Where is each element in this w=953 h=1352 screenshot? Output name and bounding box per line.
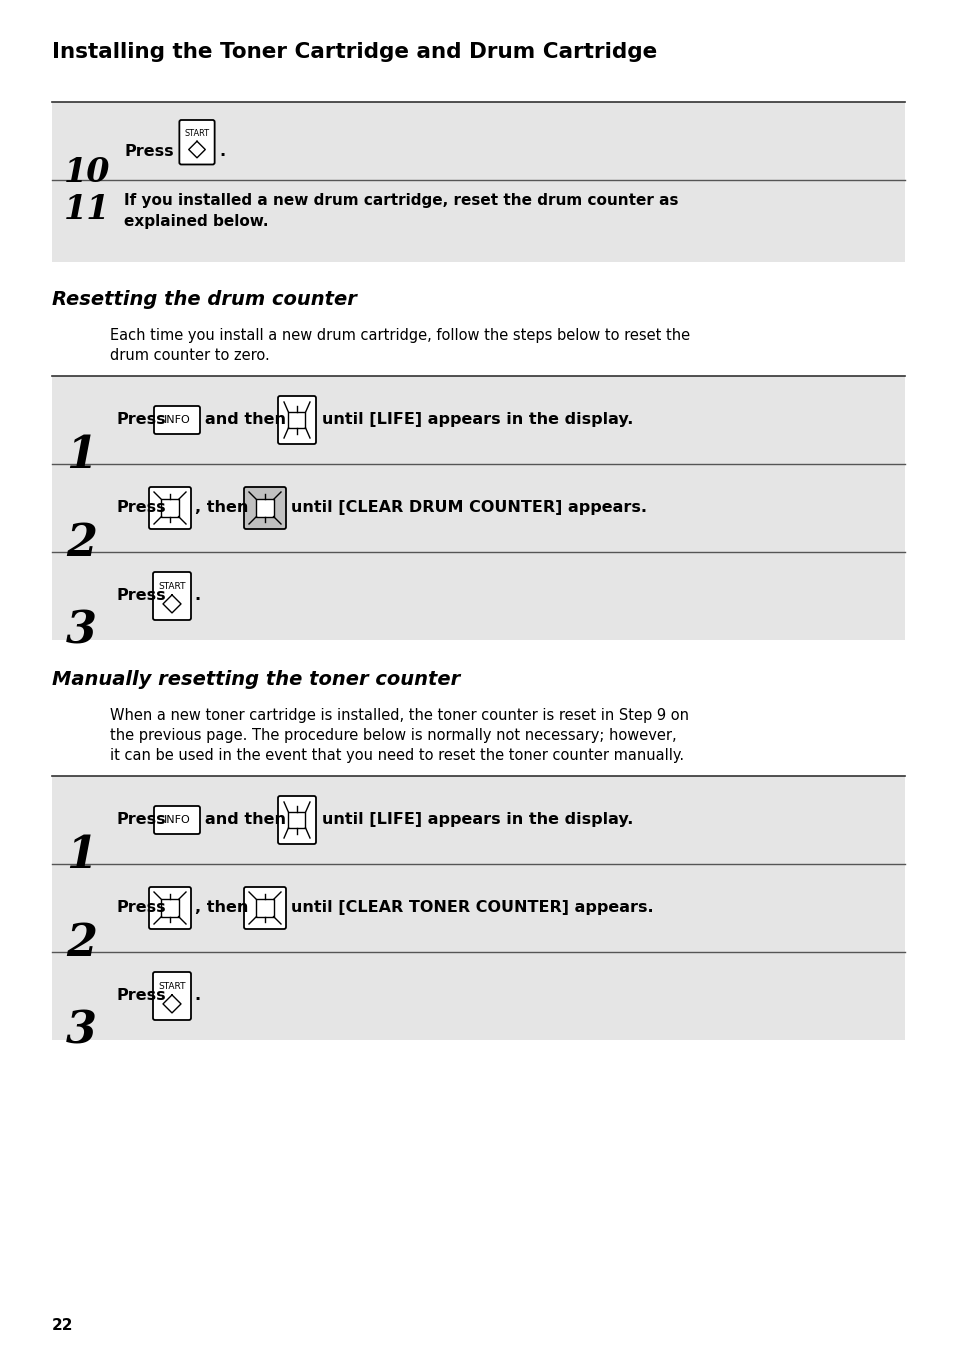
Text: INFO: INFO <box>164 815 191 825</box>
Bar <box>161 499 178 516</box>
Text: and then: and then <box>205 813 286 827</box>
Bar <box>52 101 904 262</box>
Bar <box>256 899 274 917</box>
Bar <box>288 412 305 427</box>
Text: explained below.: explained below. <box>124 214 268 228</box>
FancyBboxPatch shape <box>152 572 191 621</box>
Text: until [CLEAR DRUM COUNTER] appears.: until [CLEAR DRUM COUNTER] appears. <box>291 500 646 515</box>
Text: If you installed a new drum cartridge, reset the drum counter as: If you installed a new drum cartridge, r… <box>124 193 678 208</box>
Text: , then: , then <box>194 900 248 915</box>
FancyBboxPatch shape <box>149 487 191 529</box>
FancyBboxPatch shape <box>277 796 315 844</box>
Bar <box>52 776 904 1040</box>
Text: drum counter to zero.: drum counter to zero. <box>110 347 270 362</box>
Text: until [LIFE] appears in the display.: until [LIFE] appears in the display. <box>322 412 633 427</box>
Text: until [LIFE] appears in the display.: until [LIFE] appears in the display. <box>322 813 633 827</box>
Bar <box>161 899 178 917</box>
FancyBboxPatch shape <box>277 396 315 443</box>
Text: Press: Press <box>117 988 167 1003</box>
Text: .: . <box>219 145 225 160</box>
FancyBboxPatch shape <box>149 887 191 929</box>
Text: , then: , then <box>194 500 248 515</box>
Text: 1: 1 <box>66 434 97 477</box>
Text: 3: 3 <box>66 1010 97 1053</box>
FancyBboxPatch shape <box>153 406 200 434</box>
Text: 11: 11 <box>64 193 111 226</box>
Text: Press: Press <box>124 145 173 160</box>
FancyBboxPatch shape <box>152 972 191 1019</box>
Text: Each time you install a new drum cartridge, follow the steps below to reset the: Each time you install a new drum cartrid… <box>110 329 689 343</box>
Text: Press: Press <box>117 500 167 515</box>
Text: When a new toner cartridge is installed, the toner counter is reset in Step 9 on: When a new toner cartridge is installed,… <box>110 708 688 723</box>
Text: .: . <box>193 988 200 1003</box>
Text: START: START <box>158 982 186 991</box>
Text: Installing the Toner Cartridge and Drum Cartridge: Installing the Toner Cartridge and Drum … <box>52 42 657 62</box>
Text: Press: Press <box>117 412 167 427</box>
Text: INFO: INFO <box>164 415 191 425</box>
FancyBboxPatch shape <box>179 120 214 165</box>
Text: 22: 22 <box>52 1318 73 1333</box>
Text: START: START <box>158 581 186 591</box>
Text: 10: 10 <box>64 155 111 189</box>
Text: 2: 2 <box>66 522 97 565</box>
Text: Press: Press <box>117 900 167 915</box>
Bar <box>52 376 904 639</box>
Text: and then: and then <box>205 412 286 427</box>
Text: it can be used in the event that you need to reset the toner counter manually.: it can be used in the event that you nee… <box>110 748 683 763</box>
Bar <box>288 813 305 827</box>
Text: Press: Press <box>117 588 167 603</box>
Text: the previous page. The procedure below is normally not necessary; however,: the previous page. The procedure below i… <box>110 727 676 744</box>
Text: START: START <box>184 128 210 138</box>
Text: Manually resetting the toner counter: Manually resetting the toner counter <box>52 671 459 690</box>
Text: 2: 2 <box>66 922 97 965</box>
Text: until [CLEAR TONER COUNTER] appears.: until [CLEAR TONER COUNTER] appears. <box>291 900 653 915</box>
Bar <box>256 499 274 516</box>
FancyBboxPatch shape <box>244 887 286 929</box>
Text: .: . <box>193 588 200 603</box>
Text: 3: 3 <box>66 610 97 653</box>
Text: Press: Press <box>117 813 167 827</box>
Text: Resetting the drum counter: Resetting the drum counter <box>52 289 356 310</box>
FancyBboxPatch shape <box>153 806 200 834</box>
FancyBboxPatch shape <box>244 487 286 529</box>
Text: 1: 1 <box>66 834 97 877</box>
